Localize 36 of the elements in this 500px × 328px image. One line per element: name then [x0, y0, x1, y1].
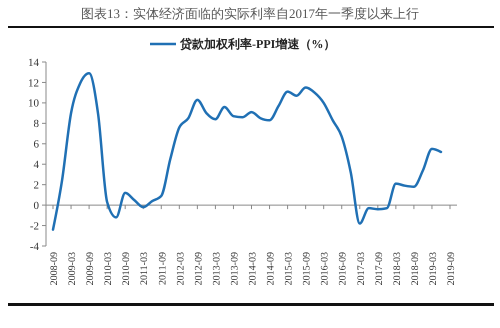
x-tick-label: 2015-03 — [284, 252, 295, 286]
x-tick-label: 2016-03 — [320, 252, 331, 286]
legend-label: 贷款加权利率-PPI增速（%） — [179, 37, 336, 52]
x-tick-label: 2008-09 — [49, 252, 60, 286]
chart-title: 图表13：实体经济面临的实际利率自2017年一季度以来上行 — [81, 6, 419, 21]
y-tick-label: -4 — [30, 240, 40, 253]
x-tick-label: 2019-03 — [428, 252, 439, 286]
x-tick-label: 2009-09 — [85, 252, 96, 286]
y-tick-label: 14 — [28, 56, 40, 69]
y-tick-label: 6 — [34, 138, 40, 151]
x-tick-label: 2017-09 — [374, 252, 385, 286]
y-tick-label: 0 — [34, 200, 40, 212]
x-tick-label: 2015-09 — [302, 252, 313, 286]
x-tick-label: 2013-09 — [229, 252, 240, 286]
x-tick-label: 2010-09 — [121, 252, 132, 286]
x-tick-label: 2018-03 — [392, 252, 403, 286]
y-tick-label: 8 — [34, 118, 40, 130]
y-tick-label: -2 — [30, 220, 39, 232]
x-tick-label: 2011-09 — [157, 252, 168, 285]
x-tick-label: 2012-09 — [193, 252, 204, 286]
line-series — [52, 72, 442, 231]
x-tick-label: 2012-03 — [175, 252, 186, 286]
y-tick-label: 2 — [34, 180, 39, 192]
y-tick-label: 4 — [34, 159, 40, 172]
y-tick-label: 12 — [28, 77, 39, 90]
x-tick-label: 2019-09 — [446, 252, 457, 286]
x-tick-label: 2009-03 — [67, 252, 78, 286]
x-tick-label: 2018-09 — [410, 252, 421, 286]
x-tick-label: 2016-09 — [338, 252, 349, 286]
x-tick-label: 2013-03 — [211, 252, 222, 286]
x-tick-label: 2014-09 — [266, 252, 277, 286]
x-tick-label: 2011-03 — [139, 252, 150, 285]
y-tick-label: 10 — [28, 98, 40, 110]
x-tick-label: 2014-03 — [248, 252, 258, 286]
x-tick-label: 2017-03 — [356, 252, 367, 286]
x-tick-label: 2010-03 — [103, 252, 114, 286]
